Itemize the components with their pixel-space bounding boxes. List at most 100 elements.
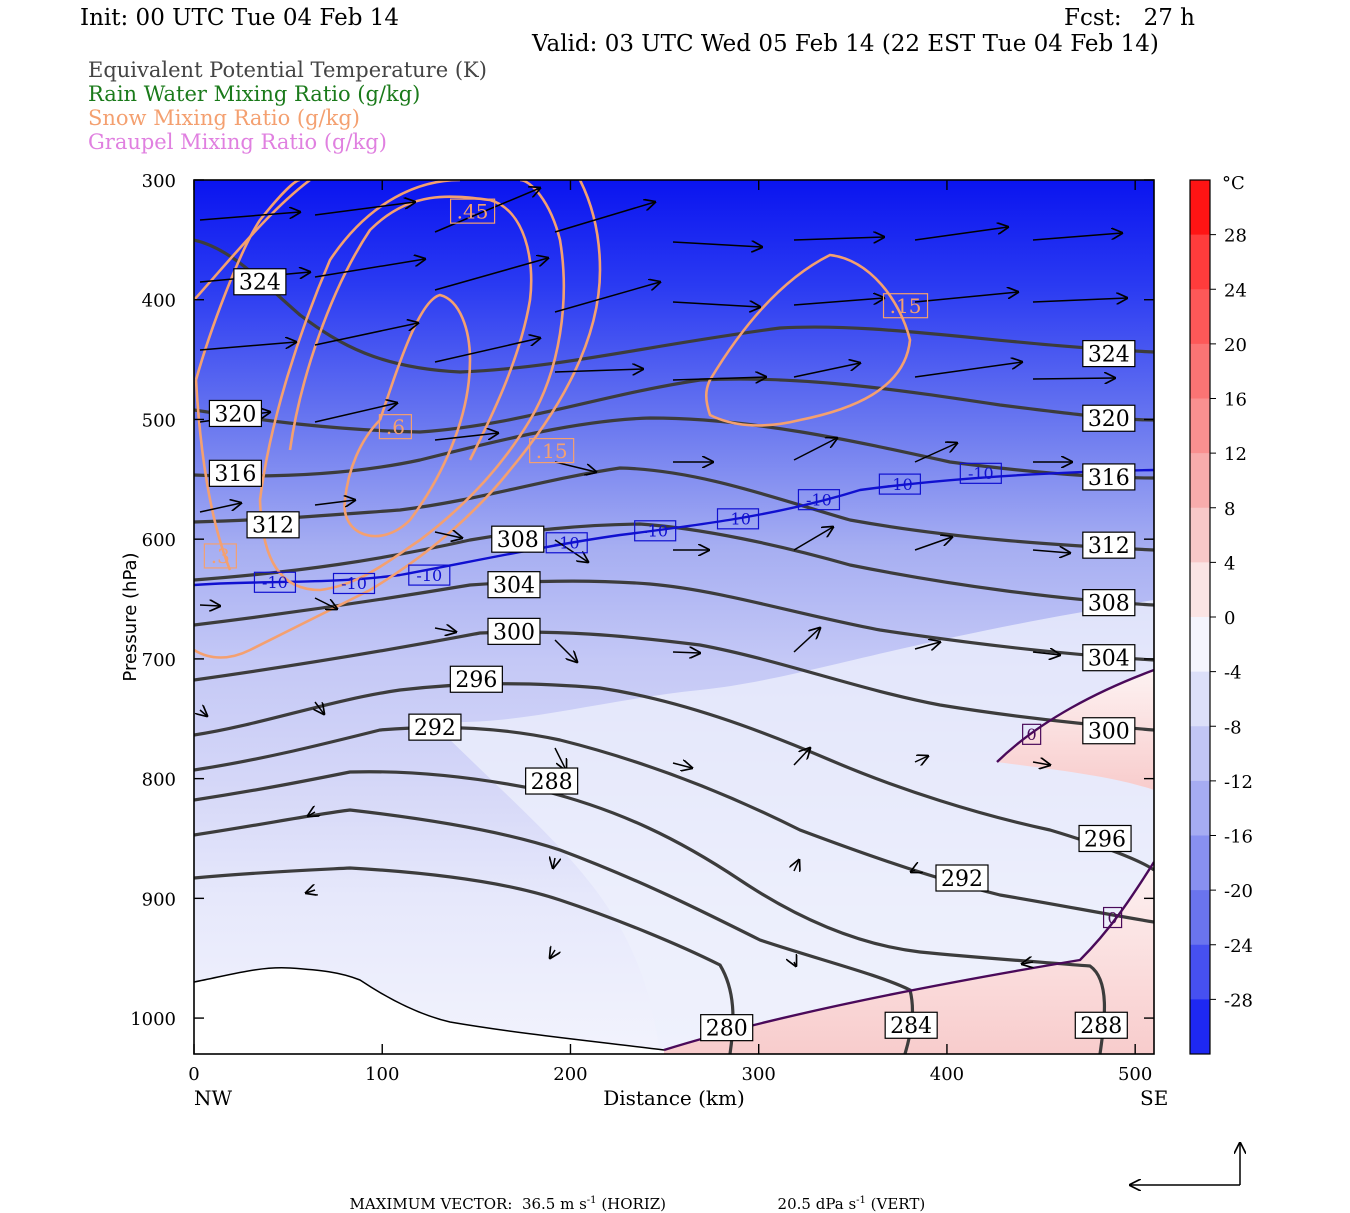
x-tick-label: 500 (1118, 1064, 1152, 1085)
theta-e-label-box (487, 617, 541, 645)
theta-e-label: 320 (1088, 407, 1130, 432)
theta-e-label: 280 (706, 1017, 748, 1042)
theta-e-label-box (246, 511, 300, 539)
wind-vector (554, 747, 566, 770)
x-end-label-se: SE (1140, 1086, 1168, 1110)
x-tick-label: 100 (365, 1064, 399, 1085)
colorbar-segment (1190, 180, 1210, 236)
wind-vector (434, 258, 548, 291)
theta-e-label: 292 (941, 867, 983, 892)
theta-e-label: 320 (214, 402, 256, 427)
wind-vector (200, 710, 207, 716)
colorbar-segment (1190, 944, 1210, 1000)
wind-vector (314, 597, 337, 609)
terrain (194, 967, 664, 1054)
wind-vector (434, 628, 456, 632)
theta-e-label-box (1074, 1011, 1128, 1039)
wind-vector (672, 763, 692, 768)
wind-vector (914, 642, 940, 649)
isotherm-label: -10 (642, 522, 668, 541)
wind-vector (434, 433, 498, 441)
y-tick-label: 400 (142, 291, 176, 312)
colorbar-segment (1190, 398, 1210, 454)
snow-label-box (203, 543, 237, 569)
colorbar-segment (1190, 999, 1210, 1055)
colorbar-tick-label: -20 (1224, 881, 1253, 902)
snow-label: .3 (211, 544, 230, 568)
colorbar-segment (1190, 453, 1210, 509)
init-time: Init: 00 UTC Tue 04 Feb 14 (80, 5, 400, 31)
wind-vector (1032, 378, 1115, 379)
field-label-theta-e: Equivalent Potential Temperature (K) (88, 58, 487, 82)
forecast-hour: Fcst: 27 h (1064, 5, 1195, 31)
snow-label-box (378, 414, 413, 440)
wind-vector (672, 652, 700, 653)
wind-vector (793, 298, 884, 306)
x-tick-label: 200 (553, 1064, 587, 1085)
valid-time: Valid: 03 UTC Wed 05 Feb 14 (22 EST Tue … (532, 31, 1159, 57)
theta-e-304 (194, 579, 1154, 662)
theta-e-label: 292 (414, 716, 456, 741)
theta-e-label-box (487, 571, 541, 599)
field-label-snow: Snow Mixing Ratio (g/kg) (88, 106, 360, 130)
zero-isotherm-label: 0 (1107, 908, 1117, 927)
theta-e-label: 304 (1088, 647, 1130, 672)
wind-vector (672, 377, 766, 380)
y-tick-label: 300 (142, 171, 176, 192)
wind-vector (554, 369, 643, 372)
theta-e-label-box (935, 864, 989, 892)
theta-e-label: 288 (1080, 1014, 1122, 1039)
wind-vector (793, 527, 833, 551)
colorbar-tick-label: -16 (1224, 827, 1253, 848)
wind-vector (199, 342, 296, 351)
isotherm-label-box (797, 489, 841, 511)
snow-contour-upper (288, 195, 533, 461)
isotherm-label: -10 (416, 566, 442, 585)
colorbar-segment (1190, 890, 1210, 946)
theta-e-label-box (1082, 717, 1136, 745)
colorbar-segment (1190, 726, 1210, 782)
max-vector-horiz-unit: (HORIZ) (596, 1195, 667, 1213)
colorbar-segment (1190, 671, 1210, 727)
isotherm-label: -10 (806, 490, 832, 509)
wind-vector (314, 323, 418, 346)
wind-vector (434, 338, 540, 363)
colorbar: 28 24 20 16 12 8 4 0 -4 -8 -12 -16 -20 -24 -28 (1189, 179, 1253, 1055)
terrain-outline (194, 966, 665, 1051)
theta-e-label-box (1082, 463, 1136, 491)
theta-e-316 (194, 416, 1154, 480)
wind-vector (1032, 550, 1070, 553)
wind-vector (793, 363, 860, 378)
wind-vector (199, 212, 300, 221)
wind-vector (306, 890, 315, 893)
colorbar-tick-label: 28 (1224, 226, 1247, 247)
colorbar-tick-label: -28 (1224, 990, 1253, 1011)
snow-label: .15 (536, 439, 568, 463)
contour-labels: 324 320 316 312 308 304 300 296 292 288 280 284 288 3… (203, 198, 1136, 1042)
theta-e-contours (194, 238, 1154, 1054)
theta-e-label-box (1078, 824, 1132, 853)
colorbar-segment (1190, 343, 1210, 399)
theta-e-label-box (233, 268, 287, 296)
wind-vector (554, 461, 596, 472)
colorbar-tick-label: 8 (1224, 499, 1235, 520)
y-tick-label: 800 (142, 770, 176, 791)
max-vector-label: MAXIMUM VECTOR: 36.5 m s-1 (HORIZ) (340, 1177, 667, 1213)
colorbar-unit: °C (1222, 173, 1245, 194)
wind-vector (550, 950, 555, 958)
theta-e-label: 296 (1084, 827, 1126, 852)
theta-e-label-box (525, 767, 579, 795)
isotherm-label-box (253, 571, 297, 593)
field-label-graupel: Graupel Mixing Ratio (g/kg) (88, 130, 387, 154)
colorbar-tick-label: 16 (1224, 390, 1247, 411)
wind-vector (793, 237, 884, 240)
theta-e-284 (194, 808, 915, 1054)
theta-e-label-box (1082, 340, 1136, 368)
max-vector-horiz-exp: -1 (586, 1195, 597, 1206)
wind-vector (1032, 233, 1122, 241)
x-end-label-nw: NW (194, 1086, 233, 1110)
theta-e-label-box (408, 713, 462, 741)
wind-vector (914, 362, 1022, 378)
theta-e-label-box (449, 665, 503, 693)
theta-e-label: 304 (493, 574, 535, 599)
